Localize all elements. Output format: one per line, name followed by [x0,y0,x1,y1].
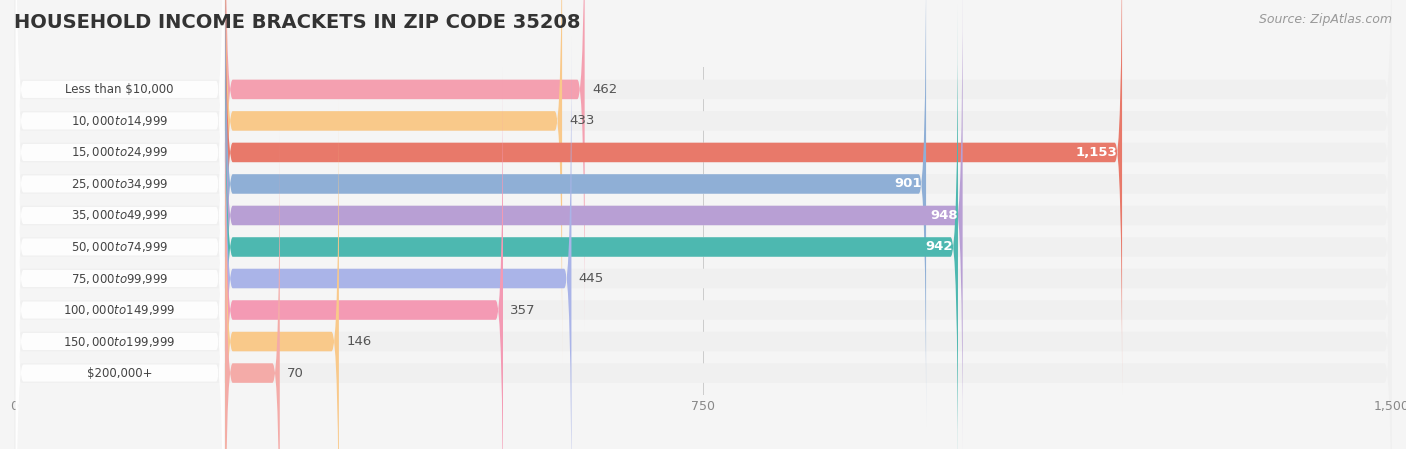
FancyBboxPatch shape [225,0,1122,395]
FancyBboxPatch shape [15,0,224,365]
FancyBboxPatch shape [14,0,1392,395]
FancyBboxPatch shape [14,0,1392,449]
FancyBboxPatch shape [14,0,1392,332]
Text: $50,000 to $74,999: $50,000 to $74,999 [70,240,169,254]
Text: Less than $10,000: Less than $10,000 [66,83,174,96]
FancyBboxPatch shape [15,0,224,333]
Text: 70: 70 [287,366,304,379]
FancyBboxPatch shape [15,129,224,449]
FancyBboxPatch shape [225,0,585,332]
Text: HOUSEHOLD INCOME BRACKETS IN ZIP CODE 35208: HOUSEHOLD INCOME BRACKETS IN ZIP CODE 35… [14,13,581,32]
FancyBboxPatch shape [225,36,571,449]
Text: 948: 948 [931,209,957,222]
Text: 901: 901 [894,177,921,190]
FancyBboxPatch shape [14,0,1392,363]
Text: 357: 357 [510,304,536,317]
Text: $25,000 to $34,999: $25,000 to $34,999 [70,177,169,191]
FancyBboxPatch shape [225,0,927,426]
FancyBboxPatch shape [225,68,503,449]
Text: 146: 146 [346,335,371,348]
Text: $200,000+: $200,000+ [87,366,152,379]
FancyBboxPatch shape [15,98,224,449]
FancyBboxPatch shape [15,0,224,396]
Text: 462: 462 [592,83,617,96]
Text: Source: ZipAtlas.com: Source: ZipAtlas.com [1258,13,1392,26]
FancyBboxPatch shape [225,4,957,449]
FancyBboxPatch shape [14,131,1392,449]
FancyBboxPatch shape [14,68,1392,449]
FancyBboxPatch shape [15,66,224,449]
FancyBboxPatch shape [15,0,224,427]
FancyBboxPatch shape [225,0,963,449]
FancyBboxPatch shape [225,99,339,449]
Text: 445: 445 [579,272,605,285]
Text: 942: 942 [927,241,953,254]
FancyBboxPatch shape [14,99,1392,449]
FancyBboxPatch shape [14,0,1392,426]
FancyBboxPatch shape [15,4,224,449]
Text: $75,000 to $99,999: $75,000 to $99,999 [70,272,169,286]
FancyBboxPatch shape [225,131,280,449]
Text: $35,000 to $49,999: $35,000 to $49,999 [70,208,169,222]
Text: $10,000 to $14,999: $10,000 to $14,999 [70,114,169,128]
FancyBboxPatch shape [15,35,224,449]
Text: $100,000 to $149,999: $100,000 to $149,999 [63,303,176,317]
Text: 433: 433 [569,114,595,128]
FancyBboxPatch shape [225,0,562,363]
FancyBboxPatch shape [14,4,1392,449]
FancyBboxPatch shape [15,0,224,449]
Text: $15,000 to $24,999: $15,000 to $24,999 [70,145,169,159]
Text: 1,153: 1,153 [1076,146,1118,159]
FancyBboxPatch shape [14,36,1392,449]
Text: $150,000 to $199,999: $150,000 to $199,999 [63,335,176,348]
